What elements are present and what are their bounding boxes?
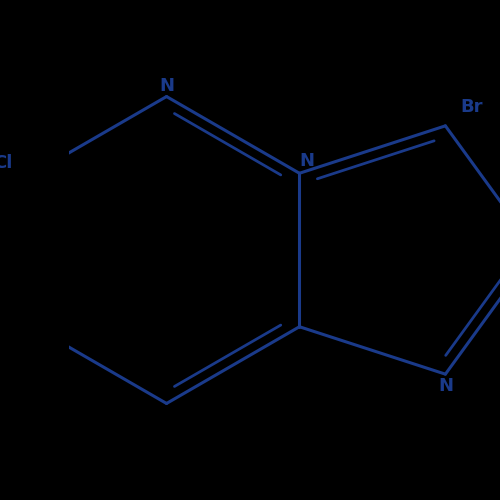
Text: N: N (299, 152, 314, 170)
Text: Br: Br (460, 98, 483, 116)
Text: Cl: Cl (0, 154, 12, 172)
Text: N: N (159, 77, 174, 95)
Text: N: N (438, 377, 453, 395)
